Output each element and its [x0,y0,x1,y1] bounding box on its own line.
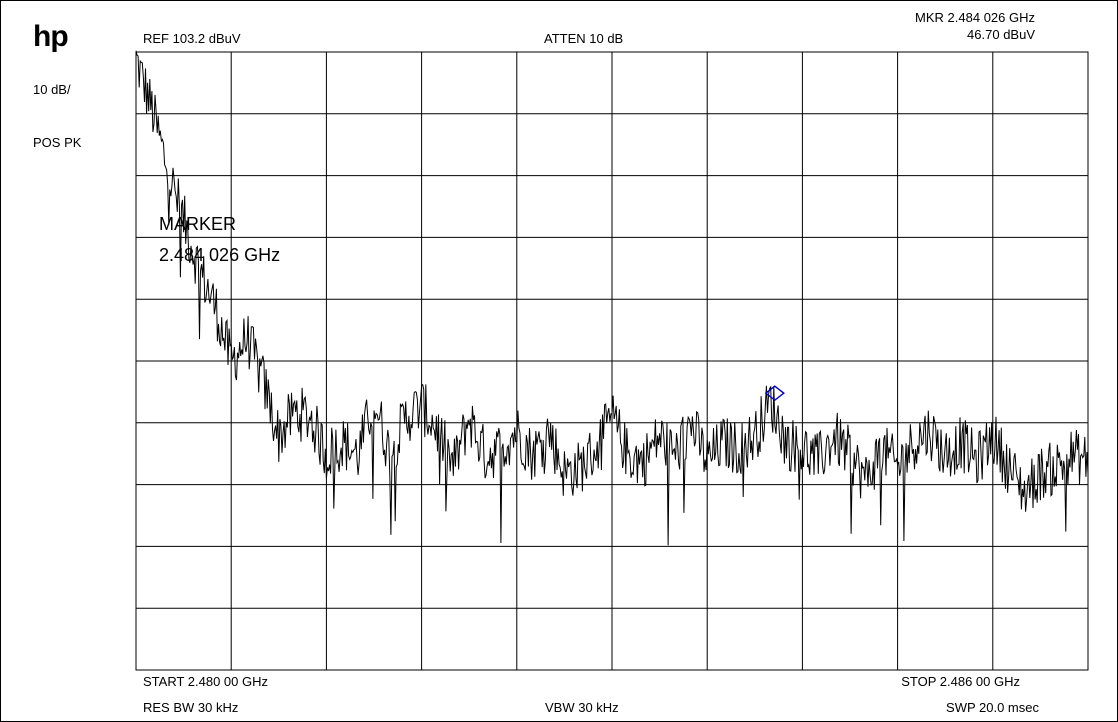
marker-annotation-frequency: 2.484 026 GHz [159,245,281,265]
spectrum-trace [135,50,1089,546]
sweep-time-label: SWP 20.0 msec [946,700,1039,715]
vbw-label: VBW 30 kHz [545,700,619,715]
start-frequency-label: START 2.480 00 GHz [143,674,269,689]
marker-freq-readout: MKR 2.484 026 GHz [915,10,1035,25]
scale-label: 10 dB/ [33,82,71,97]
res-bw-label: RES BW 30 kHz [143,700,239,715]
marker-level-readout: 46.70 dBuV [967,27,1035,42]
marker-diamond [764,385,785,402]
stop-frequency-label: STOP 2.486 00 GHz [901,674,1020,689]
detector-label: POS PK [33,135,82,150]
attenuation-label: ATTEN 10 dB [544,31,624,46]
ref-level-label: REF 103.2 dBuV [143,31,241,46]
hp-logo: hp [33,20,69,53]
marker-annotation-label: MARKER [159,214,237,234]
